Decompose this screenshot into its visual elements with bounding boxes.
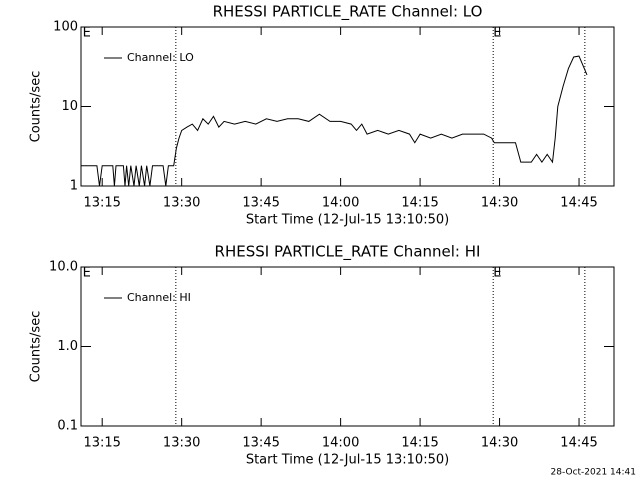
footer: 28-Oct-2021 14:41 — [551, 468, 636, 478]
event-label: E — [83, 26, 91, 41]
x-tick-label: 13:45 — [242, 436, 279, 451]
x-tick-label: 14:15 — [401, 196, 438, 211]
x-tick-label: 13:30 — [163, 196, 200, 211]
x-tick-label: 14:15 — [401, 436, 438, 451]
legend-label: Channel: LO — [127, 51, 194, 64]
x-tick-label: 13:15 — [83, 196, 120, 211]
y-tick-label: 10.0 — [49, 260, 78, 275]
x-tick-label: 14:45 — [560, 436, 597, 451]
y-tick-label: 10 — [61, 99, 78, 114]
x-tick-label: 14:45 — [560, 196, 597, 211]
x-tick-label: 14:00 — [322, 436, 359, 451]
event-label: E — [493, 266, 501, 281]
x-tick-label: 14:00 — [322, 196, 359, 211]
event-label: E — [83, 266, 91, 281]
data-line — [81, 55, 588, 187]
x-tick-label: 13:15 — [83, 436, 120, 451]
x-tick-label: 13:30 — [163, 436, 200, 451]
x-axis-label: Start Time (12-Jul-15 13:10:50) — [246, 213, 449, 228]
y-axis-label: Counts/sec — [29, 71, 44, 143]
x-tick-label: 14:30 — [481, 436, 518, 451]
y-tick-label: 100 — [53, 20, 78, 35]
event-label: E — [493, 26, 501, 41]
x-axis-label: Start Time (12-Jul-15 13:10:50) — [246, 453, 449, 468]
legend-label: Channel: HI — [127, 291, 191, 304]
chart-title: RHESSI PARTICLE_RATE Channel: LO — [213, 3, 483, 22]
y-tick-label: 1.0 — [57, 339, 78, 354]
y-axis-label: Counts/sec — [29, 311, 44, 383]
x-tick-label: 13:45 — [242, 196, 279, 211]
y-tick-label: 0.1 — [57, 419, 78, 434]
y-tick-label: 1 — [70, 179, 78, 194]
chart-title: RHESSI PARTICLE_RATE Channel: HI — [215, 243, 481, 262]
x-tick-label: 14:30 — [481, 196, 518, 211]
